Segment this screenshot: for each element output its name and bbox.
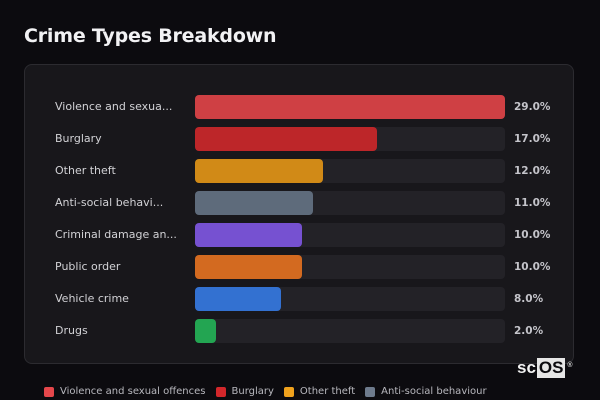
legend-item[interactable]: Other theft [283, 386, 356, 397]
bar-row: Anti-social behavi... 11.0% [25, 191, 573, 215]
bar-row: Other theft 12.0% [25, 159, 573, 183]
bar-value: 10.0% [514, 229, 551, 241]
bar-fill[interactable] [195, 159, 324, 183]
bar-track [195, 223, 505, 247]
bar-label: Vehicle crime [55, 292, 129, 305]
bar-row: Drugs 2.0% [25, 319, 573, 343]
bar-value: 17.0% [514, 133, 551, 145]
bar-value: 12.0% [514, 165, 551, 177]
legend-label: Other theft [299, 386, 356, 397]
legend-item[interactable]: Violence and sexual offences [44, 386, 206, 397]
bar-fill[interactable] [195, 127, 377, 151]
bar-label: Public order [55, 260, 121, 273]
chart-title: Crime Types Breakdown [24, 25, 277, 47]
scos-logo: sc OS ® [517, 358, 572, 378]
bar-fill[interactable] [195, 191, 313, 215]
legend-item[interactable]: Burglary [215, 386, 274, 397]
legend-item[interactable]: Anti-social behaviour [365, 386, 487, 397]
bar-value: 11.0% [514, 197, 551, 209]
bar-label: Criminal damage an... [55, 228, 177, 241]
registered-mark-icon: ® [567, 362, 573, 369]
legend-swatch-icon [215, 386, 226, 397]
bar-value: 10.0% [514, 261, 551, 273]
bar-row: Burglary 17.0% [25, 127, 573, 151]
bar-track [195, 127, 505, 151]
logo-os-text: OS [536, 358, 566, 378]
chart-legend: Violence and sexual offences Burglary Othe… [44, 386, 487, 397]
bar-track [195, 287, 505, 311]
bar-fill[interactable] [195, 223, 302, 247]
bar-fill[interactable] [195, 255, 302, 279]
bar-fill[interactable] [195, 319, 217, 343]
bar-fill[interactable] [195, 95, 505, 119]
bar-label: Burglary [55, 132, 102, 145]
bar-value: 29.0% [514, 101, 551, 113]
bar-label: Other theft [55, 164, 116, 177]
bar-label: Violence and sexua... [55, 100, 173, 113]
bar-track [195, 319, 505, 343]
bar-label: Anti-social behavi... [55, 196, 164, 209]
bar-track [195, 159, 505, 183]
bar-row: Criminal damage an... 10.0% [25, 223, 573, 247]
bar-row: Vehicle crime 8.0% [25, 287, 573, 311]
legend-swatch-icon [283, 386, 294, 397]
bar-track [195, 95, 505, 119]
bar-track [195, 191, 505, 215]
legend-swatch-icon [365, 386, 376, 397]
legend-label: Anti-social behaviour [381, 386, 487, 397]
bar-value: 8.0% [514, 293, 544, 305]
bar-track [195, 255, 505, 279]
bar-value: 2.0% [514, 325, 544, 337]
legend-label: Violence and sexual offences [60, 386, 206, 397]
bar-label: Drugs [55, 324, 88, 337]
bar-fill[interactable] [195, 287, 281, 311]
legend-swatch-icon [44, 386, 54, 397]
chart-card: Violence and sexua... 29.0% Burglary 17.0% O… [24, 64, 574, 364]
bar-row: Public order 10.0% [25, 255, 573, 279]
logo-sc-text: sc [517, 358, 536, 377]
legend-label: Burglary [231, 386, 274, 397]
bar-row: Violence and sexua... 29.0% [25, 95, 573, 119]
